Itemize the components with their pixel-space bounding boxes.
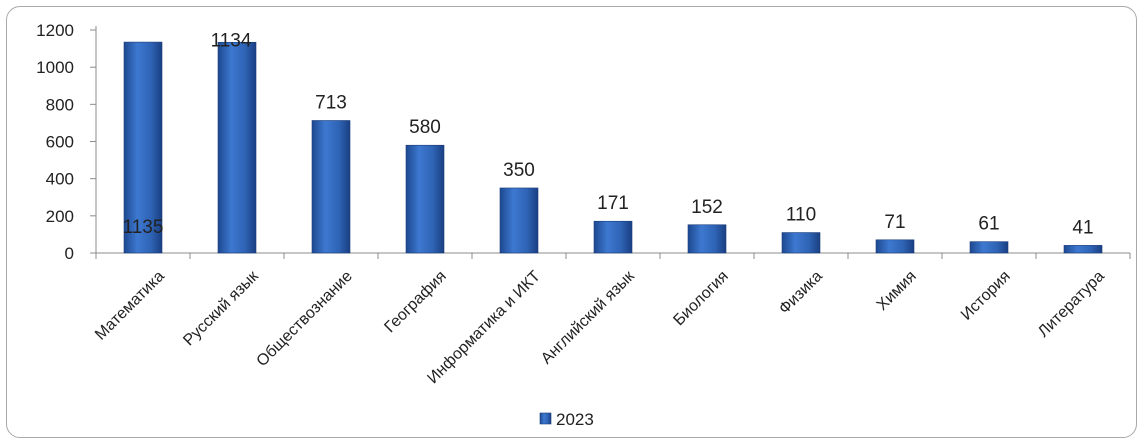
y-tick-label: 600 bbox=[46, 133, 74, 152]
x-tick-label: Английский язык bbox=[538, 267, 638, 367]
y-tick-label: 800 bbox=[46, 95, 74, 114]
y-tick-label: 1200 bbox=[36, 21, 74, 40]
data-label: 41 bbox=[1072, 217, 1093, 238]
bar bbox=[217, 41, 257, 254]
bar bbox=[875, 239, 915, 254]
x-tick-label: Физика bbox=[776, 268, 826, 318]
y-tick-label: 1000 bbox=[36, 58, 74, 77]
bar bbox=[123, 41, 163, 254]
bar bbox=[1063, 245, 1103, 254]
x-tick-label: География bbox=[381, 268, 449, 336]
chart-legend: 2023 bbox=[539, 410, 594, 429]
x-tick-label: Русский язык bbox=[180, 267, 262, 349]
bar bbox=[969, 241, 1009, 254]
data-label: 61 bbox=[978, 214, 999, 235]
data-label: 350 bbox=[503, 160, 535, 181]
data-label: 713 bbox=[315, 93, 347, 114]
data-label: 171 bbox=[597, 193, 629, 214]
bar bbox=[405, 144, 445, 254]
chart-bars bbox=[123, 41, 1103, 254]
x-tick-label: Химия bbox=[874, 268, 920, 314]
x-tick-label: Математика bbox=[92, 268, 168, 344]
bar bbox=[687, 224, 727, 254]
legend-label: 2023 bbox=[556, 410, 594, 429]
chart-frame bbox=[6, 6, 1137, 438]
data-label: 1134 bbox=[211, 30, 252, 51]
bar bbox=[781, 232, 821, 254]
y-tick-label: 0 bbox=[65, 244, 74, 263]
data-label: 71 bbox=[884, 212, 905, 233]
x-tick-label: Обществознание bbox=[254, 268, 356, 370]
data-label: 1135 bbox=[123, 217, 164, 238]
x-tick-label: Литература bbox=[1035, 268, 1108, 341]
legend-swatch bbox=[539, 412, 552, 425]
y-tick-label: 200 bbox=[46, 207, 74, 226]
x-tick-label: Биология bbox=[670, 268, 731, 329]
data-label: 152 bbox=[691, 197, 723, 218]
bar bbox=[593, 220, 633, 254]
y-tick-label: 400 bbox=[46, 170, 74, 189]
bar bbox=[311, 120, 351, 254]
data-label: 110 bbox=[786, 205, 816, 226]
x-tick-label: История bbox=[958, 268, 1014, 324]
bar bbox=[499, 187, 539, 254]
data-label: 580 bbox=[409, 117, 441, 138]
chart-axes: 0 200 400 600 800 1000 1200 bbox=[36, 21, 1131, 263]
